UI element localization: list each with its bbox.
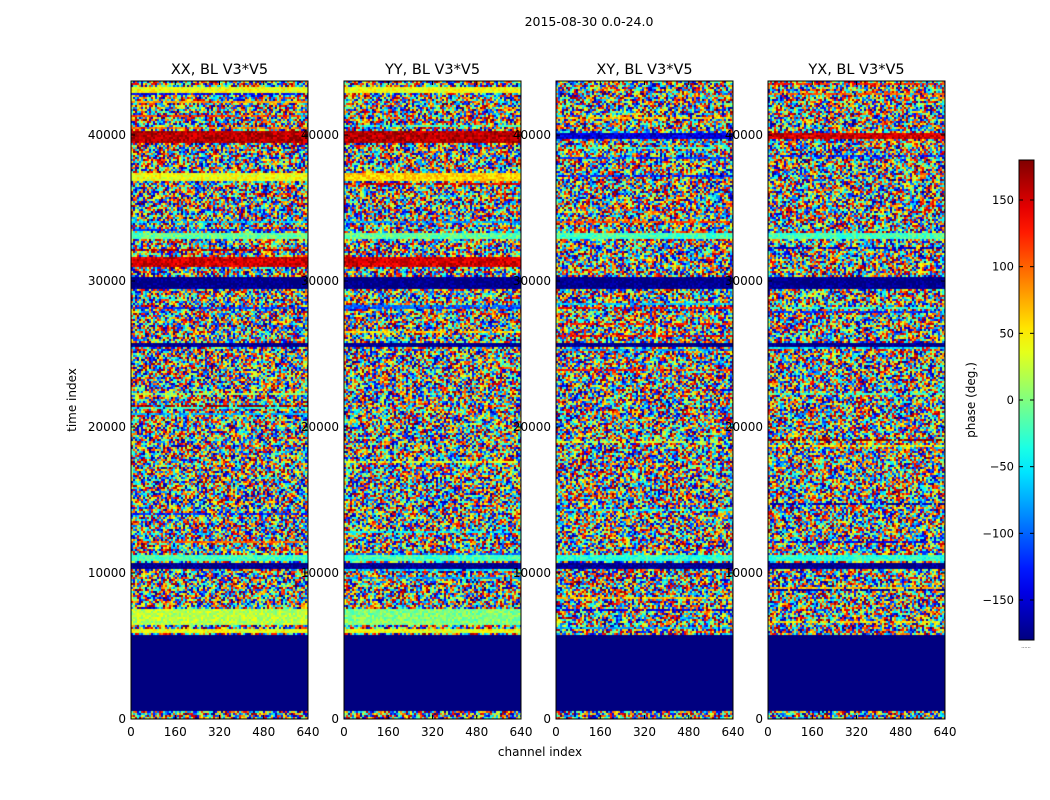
colorbar-tick-label: 50 xyxy=(999,326,1014,340)
y-axis-label: time index xyxy=(65,368,79,432)
y-tick-label: 20000 xyxy=(513,420,551,434)
panel-title: YY, BL V3*V5 xyxy=(384,62,480,78)
y-tick-label: 40000 xyxy=(301,128,339,142)
x-tick-label: 320 xyxy=(421,725,444,739)
figure-suptitle: 2015-08-30 0.0-24.0 xyxy=(525,14,654,29)
colorbar: −150 −100 −50 0 50 100 150 phase (deg.) xyxy=(964,159,1035,641)
heatmap-panel-4: YX, BL V3*V5 0 160 320 480 640 0 10000 20000 3000… xyxy=(725,62,957,739)
panel-title: XX, BL V3*V5 xyxy=(171,62,268,78)
y-tick-label: 20000 xyxy=(88,420,126,434)
y-tick-label: 10000 xyxy=(513,566,551,580)
x-tick-label: 160 xyxy=(164,725,187,739)
y-tick-label: 0 xyxy=(543,712,551,726)
heatmap-image xyxy=(344,81,521,719)
y-tick-label: 10000 xyxy=(725,566,763,580)
y-tick-label: 20000 xyxy=(301,420,339,434)
y-tick-label: 40000 xyxy=(513,128,551,142)
x-tick-label: 480 xyxy=(465,725,488,739)
x-tick-label: 480 xyxy=(252,725,275,739)
heatmap-panel-3: XY, BL V3*V5 0 160 320 480 640 0 10000 20000 3000… xyxy=(513,62,745,739)
x-tick-label: 0 xyxy=(340,725,348,739)
y-tick-label: 30000 xyxy=(513,274,551,288)
x-tick-label: 480 xyxy=(889,725,912,739)
colorbar-tick-label: −50 xyxy=(990,460,1014,474)
x-tick-label: 640 xyxy=(934,725,957,739)
x-tick-label: 320 xyxy=(633,725,656,739)
x-tick-label: 0 xyxy=(127,725,135,739)
x-tick-label: 160 xyxy=(801,725,824,739)
x-tick-label: 160 xyxy=(589,725,612,739)
y-tick-label: 40000 xyxy=(725,128,763,142)
x-tick-label: 640 xyxy=(510,725,533,739)
colorbar-footnote: ...... xyxy=(1021,644,1031,650)
panel-title: YX, BL V3*V5 xyxy=(807,62,904,78)
y-tick-label: 0 xyxy=(331,712,339,726)
y-tick-label: 30000 xyxy=(725,274,763,288)
y-tick-label: 0 xyxy=(118,712,126,726)
heatmap-panel-1: XX, BL V3*V5 0 160 320 480 640 0 10000 20000 3000… xyxy=(65,62,319,739)
colorbar-tick-label: 150 xyxy=(992,193,1014,207)
colorbar-tick-label: 100 xyxy=(992,260,1014,274)
heatmap-image xyxy=(131,81,308,719)
panel-title: XY, BL V3*V5 xyxy=(596,62,692,78)
y-tick-label: 20000 xyxy=(725,420,763,434)
y-tick-label: 10000 xyxy=(301,566,339,580)
heatmap-image xyxy=(768,81,945,719)
x-tick-label: 480 xyxy=(677,725,700,739)
heatmap-image xyxy=(556,81,733,719)
colorbar-tick-label: −100 xyxy=(982,526,1014,540)
x-tick-label: 0 xyxy=(764,725,772,739)
x-tick-label: 640 xyxy=(297,725,320,739)
colorbar-label: phase (deg.) xyxy=(964,362,978,438)
heatmap-panel-2: YY, BL V3*V5 0 160 320 480 640 0 10000 20000 3000… xyxy=(301,62,582,759)
x-tick-label: 160 xyxy=(377,725,400,739)
y-tick-label: 40000 xyxy=(88,128,126,142)
y-tick-label: 10000 xyxy=(88,566,126,580)
y-tick-label: 30000 xyxy=(301,274,339,288)
x-tick-label: 320 xyxy=(845,725,868,739)
x-tick-label: 640 xyxy=(722,725,745,739)
x-axis-label: channel index xyxy=(498,745,582,759)
x-tick-label: 320 xyxy=(208,725,231,739)
y-tick-label: 0 xyxy=(755,712,763,726)
y-tick-label: 30000 xyxy=(88,274,126,288)
colorbar-tick-label: −150 xyxy=(982,593,1014,607)
x-tick-label: 0 xyxy=(552,725,560,739)
colorbar-tick-label: 0 xyxy=(1007,393,1014,407)
